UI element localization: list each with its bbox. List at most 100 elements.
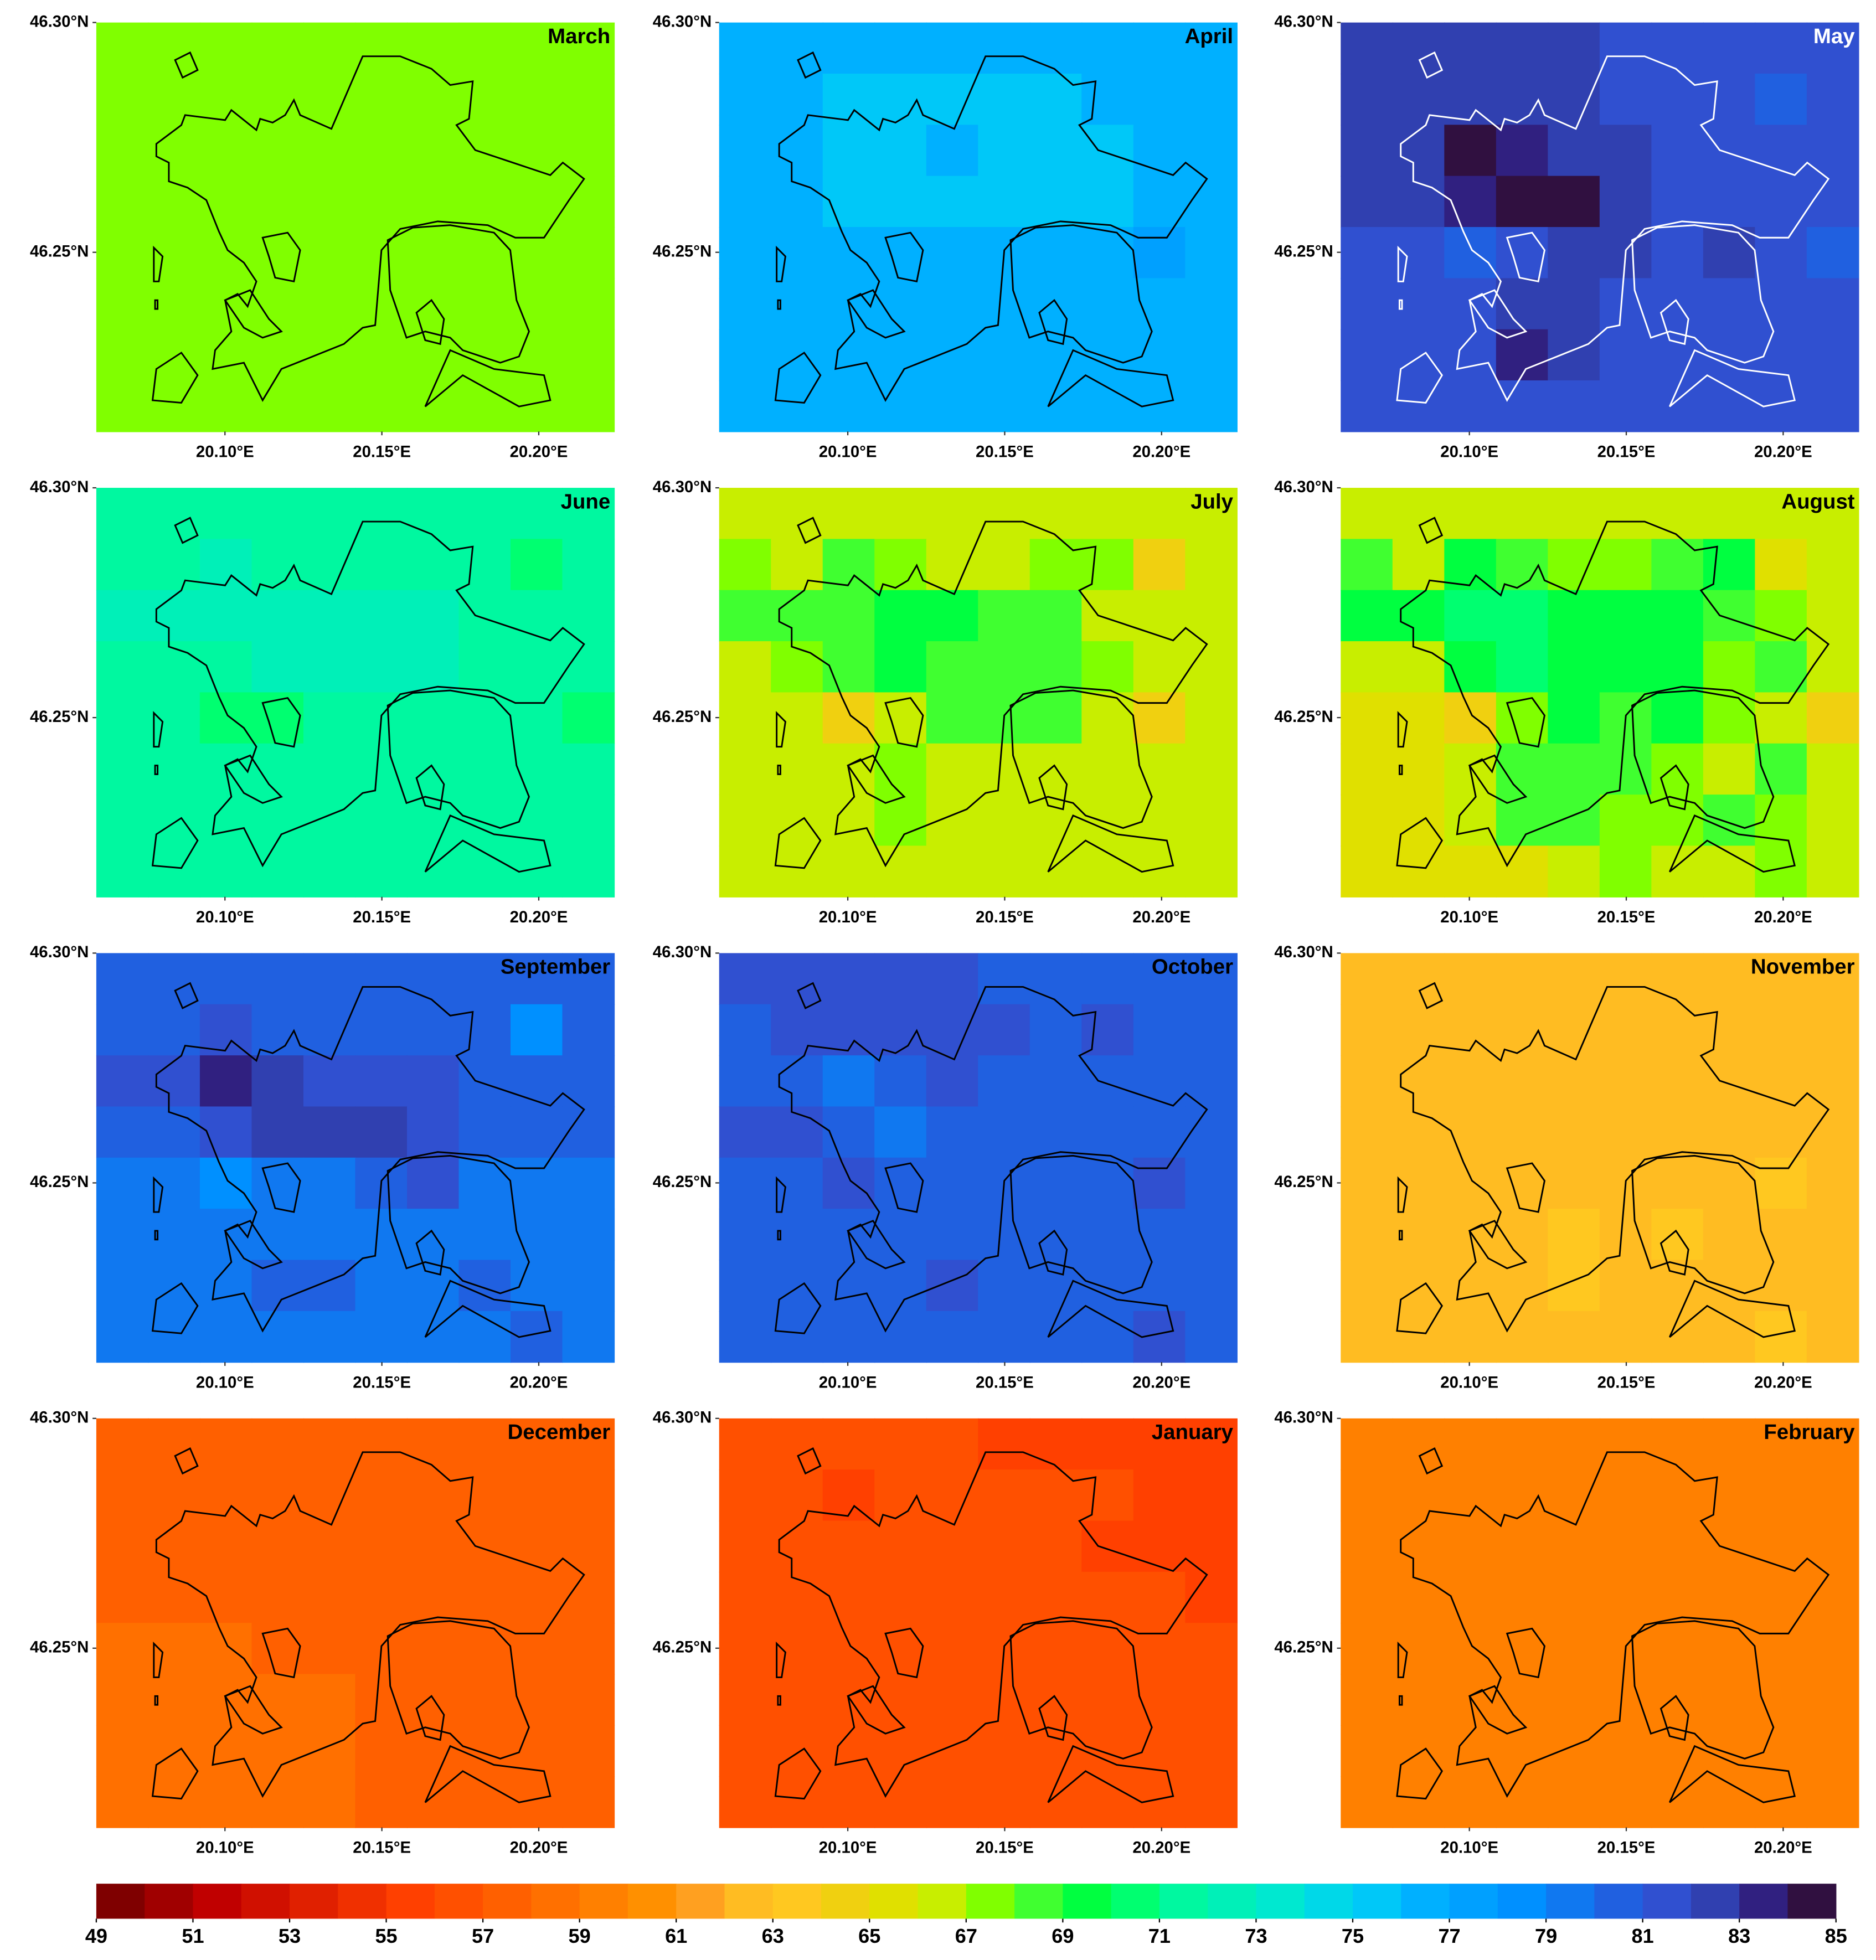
heat-cell	[1392, 380, 1445, 432]
heat-cell	[251, 488, 305, 540]
colorbar-cell	[1304, 1884, 1353, 1919]
heat-cell	[1133, 539, 1186, 591]
heat-cell	[1444, 1571, 1497, 1624]
colorbar-cell	[1691, 1884, 1740, 1919]
heat-cell	[771, 692, 823, 744]
heat-cell	[1496, 1209, 1549, 1261]
heat-cell	[1548, 1674, 1600, 1726]
heat-cell	[199, 1055, 252, 1107]
heat-cell	[406, 1520, 460, 1572]
heat-cell	[96, 641, 149, 693]
heat-cell	[1755, 488, 1807, 540]
heat-cell	[303, 1469, 356, 1521]
heat-cell	[1548, 1418, 1600, 1471]
heat-cell	[771, 795, 823, 847]
panel-title: October	[1152, 955, 1233, 979]
heat-cell	[96, 125, 149, 177]
heat-cell	[978, 1004, 1030, 1056]
x-tick-label: 20.20°E	[1754, 1373, 1812, 1391]
heat-cell	[562, 1725, 615, 1777]
x-tick-label: 20.15°E	[1597, 1839, 1656, 1857]
heat-cell	[822, 227, 875, 279]
heat-cell	[562, 845, 615, 898]
heat-cell	[771, 845, 823, 898]
heat-cell	[1392, 1311, 1445, 1363]
heat-cell	[1755, 176, 1807, 228]
heat-cell	[1341, 1623, 1393, 1675]
heat-cell	[926, 539, 979, 591]
heat-cell	[96, 1311, 149, 1363]
heat-cell	[1392, 1469, 1445, 1521]
colorbar-tick-label: 71	[1148, 1925, 1171, 1947]
heat-cell	[458, 953, 512, 1005]
x-tick-label: 20.15°E	[353, 1839, 411, 1857]
heat-cell	[458, 692, 512, 744]
heat-cell	[874, 1623, 927, 1675]
colorbar-cell	[918, 1884, 967, 1919]
heat-cell	[458, 1520, 512, 1572]
heat-cell	[251, 743, 305, 796]
heat-cell	[874, 845, 927, 898]
heat-cell	[303, 1776, 356, 1828]
heat-cell	[148, 329, 201, 381]
heat-cell	[719, 1418, 772, 1471]
y-tick-label: 46.30°N	[653, 478, 712, 496]
colorbar-cell	[1401, 1884, 1450, 1919]
y-tick-label: 46.25°N	[1274, 708, 1333, 726]
heat-cell	[978, 380, 1030, 432]
heat-cell	[1599, 1209, 1652, 1261]
heat-cell	[978, 795, 1030, 847]
heat-cell	[1755, 1623, 1807, 1675]
heat-cell	[1081, 953, 1134, 1005]
heat-cell	[1081, 1725, 1134, 1777]
heat-cell	[96, 1106, 149, 1158]
heat-cell	[1806, 1776, 1859, 1828]
x-tick-label: 20.10°E	[196, 1839, 254, 1857]
x-tick-label: 20.15°E	[976, 1373, 1034, 1391]
heat-cell	[96, 1520, 149, 1572]
heat-cell	[1444, 1520, 1497, 1572]
heat-cell	[822, 176, 875, 228]
colorbar-tick-label: 77	[1438, 1925, 1460, 1947]
heat-cell	[510, 1674, 563, 1726]
heat-cell	[1392, 278, 1445, 330]
heat-cell	[771, 1571, 823, 1624]
heat-cell	[1444, 1004, 1497, 1056]
heat-cell	[1185, 1209, 1238, 1261]
colorbar-tick-label: 81	[1632, 1925, 1654, 1947]
heat-cell	[1392, 1209, 1445, 1261]
x-tick-label: 20.10°E	[1440, 1839, 1498, 1857]
heat-cell	[1444, 380, 1497, 432]
heat-cell	[1548, 22, 1600, 75]
heat-cell	[1341, 1055, 1393, 1107]
heat-cell	[719, 22, 772, 75]
heat-cell	[1341, 641, 1393, 693]
heat-cell	[719, 1157, 772, 1210]
heat-cell	[1081, 539, 1134, 591]
panel-title: December	[508, 1420, 611, 1444]
heat-cell	[1341, 1106, 1393, 1158]
heat-cell	[1548, 539, 1600, 591]
heat-cell	[1081, 125, 1134, 177]
heat-cell	[1444, 1157, 1497, 1210]
heat-cell	[251, 1776, 305, 1828]
heat-cell	[562, 74, 615, 126]
heat-cell	[303, 1311, 356, 1363]
heat-cell	[406, 1623, 460, 1675]
heat-cell	[148, 227, 201, 279]
heat-cell	[96, 1623, 149, 1675]
heat-cell	[719, 1520, 772, 1572]
heat-cell	[1651, 329, 1704, 381]
heat-cell	[822, 692, 875, 744]
heat-cell	[926, 1418, 979, 1471]
heat-cell	[510, 953, 563, 1005]
heat-cell	[1029, 488, 1083, 540]
x-tick-label: 20.10°E	[1440, 443, 1498, 461]
colorbar-cell	[1111, 1884, 1160, 1919]
panel: 20.10°E 20.15°E 20.20°E 46.25°N 46.30°N May	[1274, 12, 1859, 461]
heat-cell	[926, 1674, 979, 1726]
heat-cell	[1548, 1623, 1600, 1675]
heat-cell	[822, 74, 875, 126]
colorbar-tick-label: 51	[182, 1925, 204, 1947]
heat-cell	[822, 1520, 875, 1572]
